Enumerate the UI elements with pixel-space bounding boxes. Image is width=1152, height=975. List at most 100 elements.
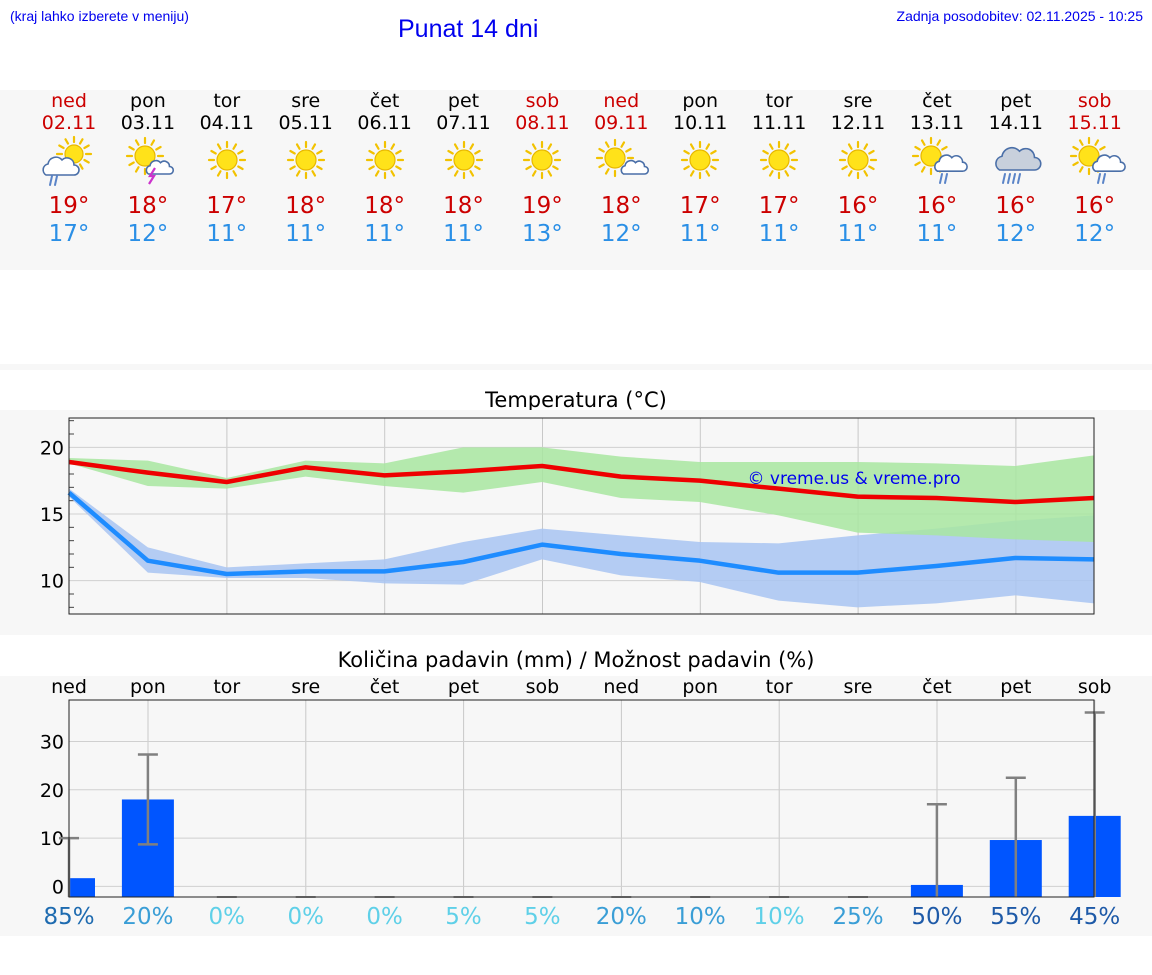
precip-probability: 20% bbox=[595, 904, 647, 930]
temperature-chart: 10 15 20 © vreme.us & vreme.pro bbox=[40, 417, 1095, 615]
min-temperature: 11° bbox=[679, 221, 721, 247]
precip-probability: 10% bbox=[753, 904, 805, 930]
precip-day-label: čet bbox=[922, 676, 952, 698]
precip-probability: 85% bbox=[43, 904, 95, 930]
day-column: sre 05.11 18° 11° bbox=[267, 90, 345, 248]
weather-icon-slot bbox=[898, 134, 976, 192]
precip-day-label: sob bbox=[1077, 676, 1112, 698]
max-temperature: 17° bbox=[679, 193, 721, 219]
day-column: ned 02.11 19° 17° bbox=[30, 90, 108, 248]
weather-icon-slot bbox=[1056, 134, 1134, 192]
day-column: čet 13.11 16° 11° bbox=[898, 90, 976, 248]
weather-icon-slot bbox=[503, 134, 581, 192]
max-temperature: 18° bbox=[127, 193, 169, 219]
day-column: ned 09.11 18° 12° bbox=[582, 90, 660, 248]
max-temperature: 17° bbox=[758, 193, 800, 219]
plot-frame bbox=[68, 699, 1095, 898]
min-temperature: 13° bbox=[522, 221, 563, 247]
day-date: 04.11 bbox=[199, 112, 254, 134]
daily-forecast-panel bbox=[0, 90, 1152, 270]
precip-probability: 55% bbox=[990, 904, 1042, 930]
day-name: sre bbox=[291, 90, 321, 112]
max-temperature: 18° bbox=[443, 193, 484, 219]
precip-day-label: sre bbox=[843, 676, 873, 698]
sun-icon bbox=[444, 140, 483, 180]
max-temperature: 18° bbox=[600, 193, 642, 219]
sun-icon bbox=[207, 140, 246, 180]
day-date: 14.11 bbox=[988, 112, 1043, 134]
precip-probability: 0% bbox=[287, 904, 324, 930]
weather-icon-slot bbox=[109, 134, 187, 192]
day-name: ned bbox=[51, 90, 87, 112]
max-temperature: 16° bbox=[1074, 193, 1116, 219]
precip-day-label: ned bbox=[51, 676, 87, 698]
sun-icon bbox=[286, 140, 325, 180]
max-temperature: 18° bbox=[285, 193, 327, 219]
sun-cloud-rain-icon bbox=[1069, 136, 1126, 184]
min-temperature: 12° bbox=[127, 221, 169, 247]
max-temperature: 19° bbox=[48, 193, 90, 219]
precip-day-label: tor bbox=[213, 676, 241, 698]
location-hint-link[interactable]: (kraj lahko izberete v meniju) bbox=[10, 8, 189, 24]
day-date: 07.11 bbox=[436, 112, 491, 134]
min-temperature: 11° bbox=[206, 221, 248, 247]
min-temperature-line bbox=[67, 490, 1095, 577]
precip-day-label: ned bbox=[603, 676, 640, 698]
day-name: pon bbox=[130, 90, 166, 112]
precip-probability: 10% bbox=[674, 904, 726, 930]
precip-day-label: pon bbox=[130, 676, 166, 698]
precip-bar bbox=[69, 878, 95, 897]
precip-day-label: pet bbox=[1000, 676, 1032, 698]
max-temperature: 18° bbox=[364, 193, 405, 219]
day-date: 06.11 bbox=[357, 112, 412, 134]
weather-icon-slot bbox=[267, 134, 345, 192]
precip-day-label: pet bbox=[447, 676, 480, 698]
y-tick-label: 30 bbox=[40, 732, 64, 754]
precip-probability: 5% bbox=[445, 904, 482, 930]
max-temperature: 16° bbox=[837, 193, 879, 219]
precipitation-chart-title: Količina padavin (mm) / Možnost padavin … bbox=[337, 648, 815, 672]
page-title: Punat 14 dni bbox=[398, 15, 539, 43]
day-date: 13.11 bbox=[909, 112, 965, 134]
sun-icon bbox=[523, 140, 562, 180]
precip-probability: 45% bbox=[1069, 904, 1121, 930]
min-temperature: 12° bbox=[995, 221, 1037, 247]
precip-probability: 20% bbox=[122, 904, 174, 930]
day-column: tor 04.11 17° 11° bbox=[188, 90, 266, 248]
day-date: 11.11 bbox=[751, 112, 807, 134]
min-temperature: 17° bbox=[48, 221, 90, 247]
min-temperature: 11° bbox=[916, 221, 958, 247]
precip-day-label: pon bbox=[682, 676, 719, 698]
precip-probability: 0% bbox=[366, 904, 403, 930]
day-name: pon bbox=[682, 90, 719, 112]
day-name: tor bbox=[213, 90, 241, 112]
day-column: pon 10.11 17° 11° bbox=[661, 90, 739, 248]
day-date: 09.11 bbox=[594, 112, 649, 134]
precip-probability: 5% bbox=[524, 904, 561, 930]
weather-icon-slot bbox=[819, 134, 897, 192]
max-temperature: 17° bbox=[206, 193, 248, 219]
max-temperature: 16° bbox=[995, 193, 1037, 219]
day-date: 08.11 bbox=[515, 112, 570, 134]
precip-probability: 50% bbox=[911, 904, 963, 930]
sun-rain-icon bbox=[42, 135, 93, 186]
sun-icon bbox=[838, 140, 878, 180]
day-column: pon 03.11 18° 12° bbox=[109, 90, 187, 248]
day-name: ned bbox=[603, 90, 640, 112]
min-temperature: 12° bbox=[600, 221, 642, 247]
weather-icon-slot bbox=[661, 134, 739, 192]
sun-icon bbox=[681, 140, 720, 180]
day-name: pet bbox=[1000, 90, 1032, 112]
watermark: © vreme.us & vreme.pro bbox=[747, 469, 960, 489]
day-name: sob bbox=[525, 90, 560, 112]
temperature-chart-title: Temperatura (°C) bbox=[485, 388, 667, 412]
day-column: pet 07.11 18° 11° bbox=[425, 90, 503, 248]
divider bbox=[0, 364, 1152, 370]
sun-cloud-rain-icon bbox=[911, 136, 968, 184]
min-temperature: 11° bbox=[443, 221, 484, 247]
min-temperature: 11° bbox=[364, 221, 405, 247]
precip-day-label: sre bbox=[291, 676, 321, 698]
day-name: tor bbox=[765, 90, 793, 112]
y-tick-label: 20 bbox=[40, 437, 64, 459]
plot-area bbox=[69, 700, 1094, 897]
